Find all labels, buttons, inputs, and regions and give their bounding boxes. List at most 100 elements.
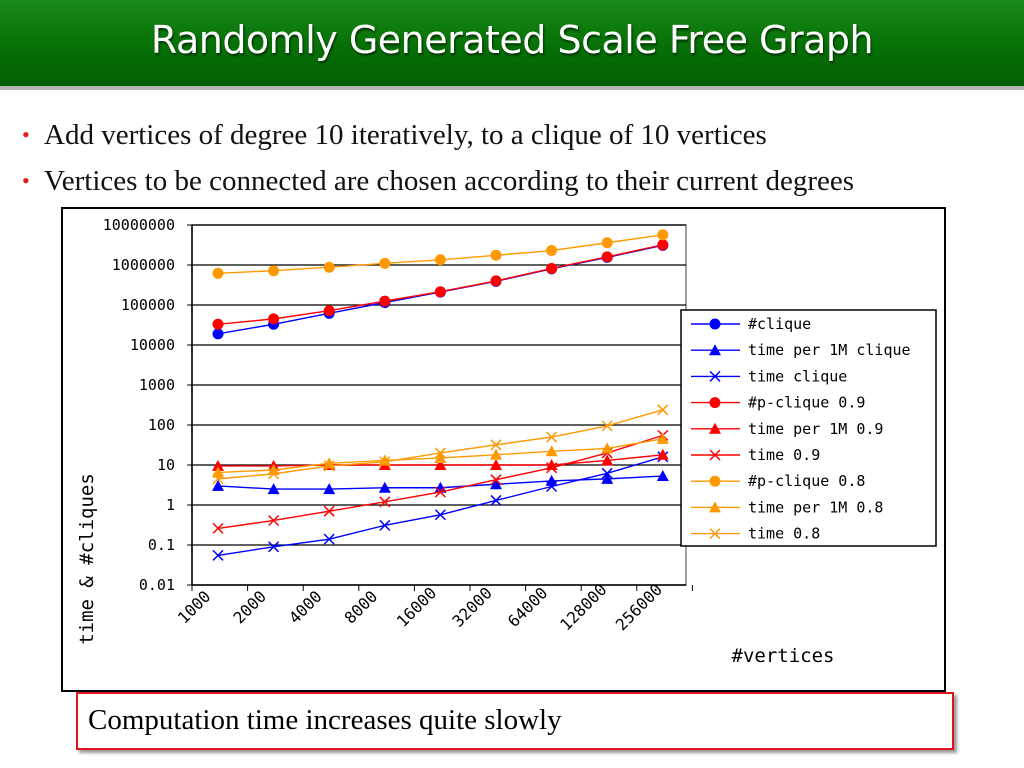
data-point bbox=[490, 275, 502, 287]
data-point bbox=[323, 483, 336, 495]
data-point bbox=[323, 505, 335, 517]
x-marker-stroke bbox=[546, 462, 558, 474]
data-point bbox=[545, 445, 558, 457]
y-tick-label: 10 bbox=[157, 456, 175, 474]
title-bar: Randomly Generated Scale Free Graph bbox=[0, 0, 1024, 90]
data-point bbox=[490, 494, 502, 506]
data-point bbox=[656, 432, 669, 444]
legend-item: time 0.8 bbox=[691, 525, 820, 543]
data-point bbox=[709, 370, 721, 382]
bullet-item: • Add vertices of degree 10 iteratively, … bbox=[22, 112, 854, 158]
data-point bbox=[434, 254, 446, 266]
bullet-text: Add vertices of degree 10 iteratively, t… bbox=[44, 119, 767, 151]
x-tick-label: 1000 bbox=[174, 587, 215, 628]
y-tick-label: 100 bbox=[148, 416, 175, 434]
x-tick-label: 8000 bbox=[341, 587, 382, 628]
y-tick-label: 10000000 bbox=[103, 216, 175, 234]
data-point bbox=[434, 286, 446, 298]
series-p-clique-0-9 bbox=[212, 239, 669, 330]
bullet-text: Vertices to be connected are chosen acco… bbox=[44, 165, 855, 197]
title-divider bbox=[0, 86, 1024, 90]
data-point bbox=[709, 422, 721, 434]
data-point bbox=[709, 449, 721, 461]
data-point bbox=[709, 397, 721, 409]
data-point bbox=[490, 459, 502, 470]
x-marker-stroke bbox=[268, 514, 280, 527]
x-marker-stroke bbox=[657, 404, 669, 416]
data-point bbox=[490, 478, 502, 490]
log-line-chart: 0.01 0.1 1 10 100 1000 10000 100000 1000000 10000… bbox=[76, 216, 937, 667]
data-point bbox=[709, 344, 721, 356]
data-point bbox=[709, 318, 721, 330]
legend-label: #clique bbox=[748, 315, 811, 333]
data-point bbox=[709, 528, 721, 540]
data-point bbox=[212, 549, 224, 561]
bullet-icon: • bbox=[22, 168, 30, 193]
legend-item: time 0.9 bbox=[691, 446, 820, 464]
x-marker-stroke bbox=[323, 505, 335, 517]
x-marker-stroke bbox=[434, 447, 446, 459]
x-marker-stroke bbox=[379, 519, 391, 531]
data-point bbox=[657, 229, 669, 241]
legend-item: time per 1M 0.8 bbox=[691, 498, 883, 516]
x-tick-label: 2000 bbox=[229, 587, 270, 628]
data-point bbox=[546, 262, 558, 274]
data-point bbox=[601, 442, 614, 454]
data-point bbox=[268, 468, 280, 480]
x-marker-stroke bbox=[490, 474, 502, 486]
x-marker-stroke bbox=[709, 528, 721, 540]
data-point bbox=[267, 483, 280, 495]
data-point bbox=[546, 480, 558, 493]
data-point bbox=[379, 519, 391, 531]
legend-label: time per 1M clique bbox=[748, 341, 911, 359]
data-point bbox=[379, 295, 391, 307]
legend-label: #p-clique 0.8 bbox=[748, 472, 865, 490]
slide-title: Randomly Generated Scale Free Graph bbox=[150, 18, 874, 62]
x-marker-stroke bbox=[212, 549, 224, 561]
data-point bbox=[434, 486, 446, 498]
chart-frame: 0.01 0.1 1 10 100 1000 10000 100000 1000000 10000… bbox=[61, 207, 946, 692]
x-marker-stroke bbox=[709, 370, 721, 382]
legend-box bbox=[680, 309, 937, 547]
x-marker-stroke bbox=[546, 480, 558, 493]
x-marker-stroke bbox=[601, 420, 613, 432]
legend-label: time per 1M 0.8 bbox=[748, 498, 883, 516]
legend-label: time 0.8 bbox=[748, 525, 820, 543]
x-marker-stroke bbox=[546, 431, 558, 443]
data-point bbox=[323, 533, 335, 545]
data-point bbox=[490, 439, 502, 451]
x-tick-label: 256000 bbox=[612, 580, 666, 634]
x-marker-stroke bbox=[212, 522, 224, 534]
x-axis-title: #vertices bbox=[732, 645, 835, 667]
legend-item: time per 1M clique bbox=[691, 341, 911, 359]
x-tick-label: 4000 bbox=[285, 587, 326, 628]
bullet-icon: • bbox=[22, 122, 30, 147]
x-marker-stroke bbox=[601, 467, 613, 479]
data-point bbox=[268, 313, 280, 325]
y-tick-label: 10000 bbox=[130, 336, 175, 354]
data-point bbox=[323, 460, 335, 472]
x-tick-label: 16000 bbox=[393, 583, 440, 630]
legend-label: time 0.9 bbox=[748, 446, 820, 464]
data-point bbox=[212, 466, 224, 478]
data-point bbox=[546, 245, 558, 257]
data-point bbox=[709, 501, 721, 513]
x-tick-label: 32000 bbox=[448, 583, 495, 630]
x-marker-stroke bbox=[323, 533, 335, 545]
data-point bbox=[212, 459, 224, 471]
data-point bbox=[379, 257, 391, 269]
data-point bbox=[434, 459, 447, 470]
data-point bbox=[434, 451, 447, 463]
y-tick-label: 1000 bbox=[139, 376, 175, 394]
x-marker-stroke bbox=[434, 509, 446, 521]
data-point bbox=[656, 470, 669, 482]
y-tick-label: 0.01 bbox=[139, 576, 175, 594]
x-marker-stroke bbox=[268, 468, 280, 480]
chart-legend: #clique time per 1M clique time clique #p-c… bbox=[680, 309, 937, 547]
data-point bbox=[379, 496, 391, 508]
x-marker-stroke bbox=[490, 439, 502, 451]
y-tick-label: 100000 bbox=[121, 296, 175, 314]
x-tick-label: 64000 bbox=[504, 583, 551, 630]
callout-text: Computation time increases quite slowly bbox=[88, 704, 562, 736]
y-axis-title: time & #cliques bbox=[76, 473, 98, 645]
